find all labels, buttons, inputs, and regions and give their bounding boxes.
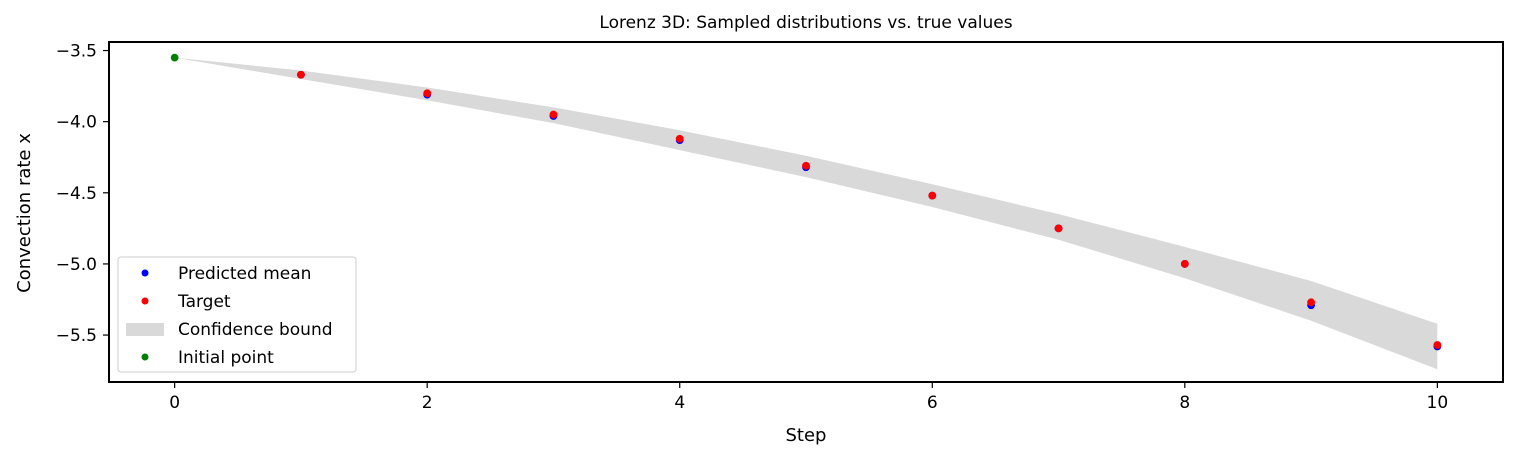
x-tick-label: 4 xyxy=(674,393,685,413)
target-point xyxy=(802,161,810,170)
target-point xyxy=(1433,341,1442,349)
legend-swatch-initial-point xyxy=(141,353,149,361)
x-tick-label: 6 xyxy=(927,393,938,413)
legend-box xyxy=(117,256,357,373)
target-point xyxy=(1054,224,1063,233)
y-tick-label: −4.5 xyxy=(56,184,97,204)
target-point xyxy=(928,191,937,200)
chart-title: Lorenz 3D: Sampled distributions vs. tru… xyxy=(599,13,1012,33)
x-tick-label: 8 xyxy=(1179,393,1190,413)
y-tick-label: −4.0 xyxy=(56,113,97,133)
legend-label-predicted-mean: Predicted mean xyxy=(178,264,311,284)
x-tick-label: 2 xyxy=(422,393,433,413)
initial-point-point xyxy=(170,53,179,62)
plot-frame xyxy=(108,41,1504,383)
legend: Predicted mean Target Confidence bound Init… xyxy=(117,256,357,373)
target-point xyxy=(1180,260,1189,268)
x-axis-label: Step xyxy=(786,425,827,446)
x-axis: 0 2 4 6 8 10 xyxy=(169,382,1448,413)
y-axis-label: Convection rate x xyxy=(14,133,35,293)
legend-label-initial-point: Initial point xyxy=(178,348,274,368)
legend-swatch-predicted-mean xyxy=(141,269,149,277)
target-point xyxy=(297,70,305,79)
target-point xyxy=(549,110,558,119)
legend-label-target: Target xyxy=(177,292,231,312)
x-tick-label: 10 xyxy=(1427,393,1449,413)
legend-swatch-confidence-bound xyxy=(126,323,164,336)
target-point xyxy=(675,134,684,143)
y-tick-label: −5.5 xyxy=(56,326,97,346)
target-point xyxy=(1307,298,1315,307)
plot-area xyxy=(170,53,1442,370)
legend-swatch-target xyxy=(141,297,149,305)
target-point xyxy=(423,89,432,98)
legend-label-confidence-bound: Confidence bound xyxy=(178,320,333,340)
y-tick-label: −5.0 xyxy=(56,255,97,275)
y-axis: −3.5 −4.0 −4.5 −5.0 −5.5 xyxy=(56,42,109,346)
confidence-band xyxy=(174,57,1438,370)
x-tick-label: 0 xyxy=(169,393,180,413)
y-tick-label: −3.5 xyxy=(56,42,97,62)
